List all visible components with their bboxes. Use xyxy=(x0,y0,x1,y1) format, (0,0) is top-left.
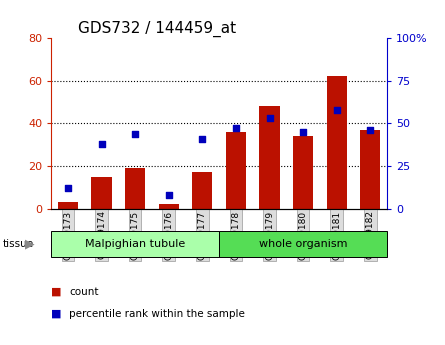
Point xyxy=(232,126,239,131)
Bar xyxy=(58,202,78,209)
Point xyxy=(165,192,172,198)
Text: GSM29180: GSM29180 xyxy=(299,210,307,259)
Point xyxy=(367,127,374,133)
Text: ■: ■ xyxy=(51,287,62,296)
Text: GSM29174: GSM29174 xyxy=(97,210,106,259)
Bar xyxy=(226,132,246,209)
Text: GSM29175: GSM29175 xyxy=(131,210,140,259)
Point xyxy=(98,141,105,147)
Bar xyxy=(159,205,179,209)
Text: count: count xyxy=(69,287,98,296)
Text: ▶: ▶ xyxy=(25,238,35,250)
Bar xyxy=(360,130,380,209)
Text: GSM29181: GSM29181 xyxy=(332,210,341,259)
Text: GSM29173: GSM29173 xyxy=(64,210,73,259)
Bar xyxy=(293,136,313,209)
Point xyxy=(132,131,139,136)
Text: Malpighian tubule: Malpighian tubule xyxy=(85,239,185,249)
Point xyxy=(333,107,340,112)
Text: GSM29179: GSM29179 xyxy=(265,210,274,259)
Bar xyxy=(327,76,347,209)
Text: tissue: tissue xyxy=(2,239,33,249)
Point xyxy=(299,129,307,135)
Text: GSM29182: GSM29182 xyxy=(366,210,375,259)
Text: GSM29178: GSM29178 xyxy=(231,210,240,259)
Text: GSM29177: GSM29177 xyxy=(198,210,207,259)
Bar xyxy=(259,106,279,209)
Text: ■: ■ xyxy=(51,309,62,319)
Point xyxy=(65,186,72,191)
Point xyxy=(266,116,273,121)
Text: percentile rank within the sample: percentile rank within the sample xyxy=(69,309,245,319)
Point xyxy=(199,136,206,141)
Text: GSM29176: GSM29176 xyxy=(164,210,173,259)
Bar xyxy=(125,168,145,209)
Bar xyxy=(192,172,212,209)
Text: GDS732 / 144459_at: GDS732 / 144459_at xyxy=(78,20,236,37)
Bar xyxy=(92,177,112,209)
Text: whole organism: whole organism xyxy=(259,239,348,249)
